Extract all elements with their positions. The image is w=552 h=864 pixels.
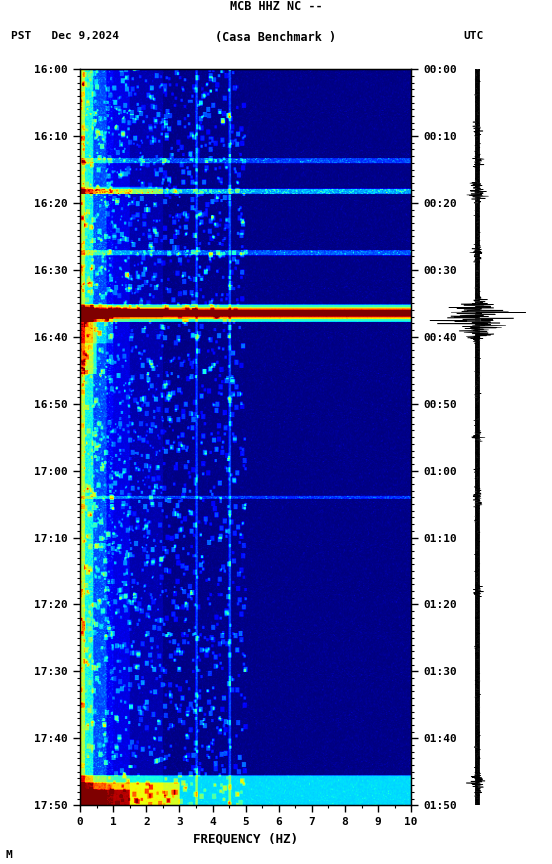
Text: M: M — [6, 849, 12, 860]
Text: UTC: UTC — [464, 31, 484, 41]
Text: MCB HHZ NC --: MCB HHZ NC -- — [230, 0, 322, 13]
Text: PST   Dec 9,2024: PST Dec 9,2024 — [11, 31, 119, 41]
X-axis label: FREQUENCY (HZ): FREQUENCY (HZ) — [193, 833, 298, 846]
Text: (Casa Benchmark ): (Casa Benchmark ) — [215, 31, 337, 44]
